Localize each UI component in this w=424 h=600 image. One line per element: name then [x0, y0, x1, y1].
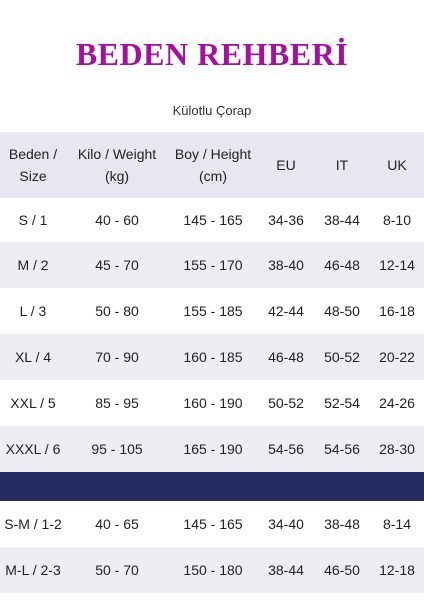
cell-uk: 28-30 — [379, 441, 415, 457]
cell-kilo: 40 - 65 — [95, 516, 139, 532]
cell-eu: 34-36 — [268, 212, 304, 228]
cell-kilo: 70 - 90 — [95, 349, 139, 365]
table-header: Beden / Size Kilo / Weight (kg) Boy / He… — [0, 132, 424, 198]
cell-size: L / 3 — [19, 303, 47, 319]
section-divider-bar — [0, 472, 424, 501]
cell-size: M-L / 2-3 — [5, 562, 61, 578]
cell-eu: 54-56 — [268, 441, 304, 457]
table-row: M-L / 2-3 50 - 70 150 - 180 38-44 46-50 … — [0, 547, 424, 593]
header-boy-line2: (cm) — [199, 168, 227, 184]
table-row: S / 1 40 - 60 145 - 165 34-36 38-44 8-10 — [0, 198, 424, 242]
cell-eu: 42-44 — [268, 303, 304, 319]
header-beden-line1: Beden / — [8, 146, 58, 162]
cell-it: 46-48 — [324, 257, 360, 273]
cell-eu: 34-40 — [268, 516, 304, 532]
table-row: M / 2 45 - 70 155 - 170 38-40 46-48 12-1… — [0, 242, 424, 288]
cell-size: S / 1 — [18, 212, 48, 228]
cell-boy: 155 - 185 — [183, 303, 243, 319]
header-kilo-line1: Kilo / Weight — [77, 146, 157, 162]
table-row: XXL / 5 85 - 95 160 - 190 50-52 52-54 24… — [0, 380, 424, 426]
cell-it: 38-48 — [324, 516, 360, 532]
cell-size: M / 2 — [17, 257, 49, 273]
cell-uk: 8-14 — [382, 516, 412, 532]
cell-eu: 46-48 — [268, 349, 304, 365]
page-title: BEDEN REHBERİ — [75, 36, 349, 72]
cell-uk: 12-18 — [379, 562, 415, 578]
cell-eu: 38-40 — [268, 257, 304, 273]
cell-boy: 160 - 185 — [183, 349, 243, 365]
cell-uk: 12-14 — [379, 257, 415, 273]
table-row: L / 3 50 - 80 155 - 185 42-44 48-50 16-1… — [0, 288, 424, 334]
header-boy-line1: Boy / Height — [174, 146, 252, 162]
header-kilo: Kilo / Weight (kg) — [66, 143, 168, 187]
cell-eu: 38-44 — [268, 562, 304, 578]
header-boy: Boy / Height (cm) — [168, 143, 258, 187]
header-uk: UK — [387, 157, 407, 173]
cell-it: 50-52 — [324, 349, 360, 365]
cell-boy: 145 - 165 — [183, 516, 243, 532]
cell-it: 48-50 — [324, 303, 360, 319]
table-row: S-M / 1-2 40 - 65 145 - 165 34-40 38-48 … — [0, 501, 424, 547]
cell-size: XL / 4 — [14, 349, 52, 365]
cell-kilo: 45 - 70 — [95, 257, 139, 273]
cell-uk: 16-18 — [379, 303, 415, 319]
cell-boy: 155 - 170 — [183, 257, 243, 273]
cell-uk: 20-22 — [379, 349, 415, 365]
cell-uk: 24-26 — [379, 395, 415, 411]
cell-boy: 160 - 190 — [183, 395, 243, 411]
header-eu: EU — [276, 157, 296, 173]
cell-kilo: 50 - 70 — [95, 562, 139, 578]
table-row: XL / 4 70 - 90 160 - 185 46-48 50-52 20-… — [0, 334, 424, 380]
cell-size: XXL / 5 — [10, 395, 56, 411]
cell-boy: 165 - 190 — [183, 441, 243, 457]
cell-size: XXXL / 6 — [5, 441, 61, 457]
cell-kilo: 85 - 95 — [95, 395, 139, 411]
cell-size: S-M / 1-2 — [4, 516, 62, 532]
cell-it: 46-50 — [324, 562, 360, 578]
cell-boy: 150 - 180 — [183, 562, 243, 578]
cell-kilo: 95 - 105 — [91, 441, 143, 457]
header-beden-line2: Size — [19, 168, 47, 184]
cell-kilo: 40 - 60 — [95, 212, 139, 228]
cell-boy: 145 - 165 — [183, 212, 243, 228]
cell-kilo: 50 - 80 — [95, 303, 139, 319]
table-row: XXXL / 6 95 - 105 165 - 190 54-56 54-56 … — [0, 426, 424, 472]
cell-it: 38-44 — [324, 212, 360, 228]
header-kilo-line2: (kg) — [104, 168, 130, 184]
header-it: IT — [335, 157, 349, 173]
cell-it: 54-56 — [324, 441, 360, 457]
page-subtitle: Külotlu Çorap — [172, 103, 252, 118]
header-beden: Beden / Size — [0, 143, 66, 187]
cell-eu: 50-52 — [268, 395, 304, 411]
size-table: Beden / Size Kilo / Weight (kg) Boy / He… — [0, 132, 424, 593]
cell-it: 52-54 — [324, 395, 360, 411]
cell-uk: 8-10 — [382, 212, 412, 228]
